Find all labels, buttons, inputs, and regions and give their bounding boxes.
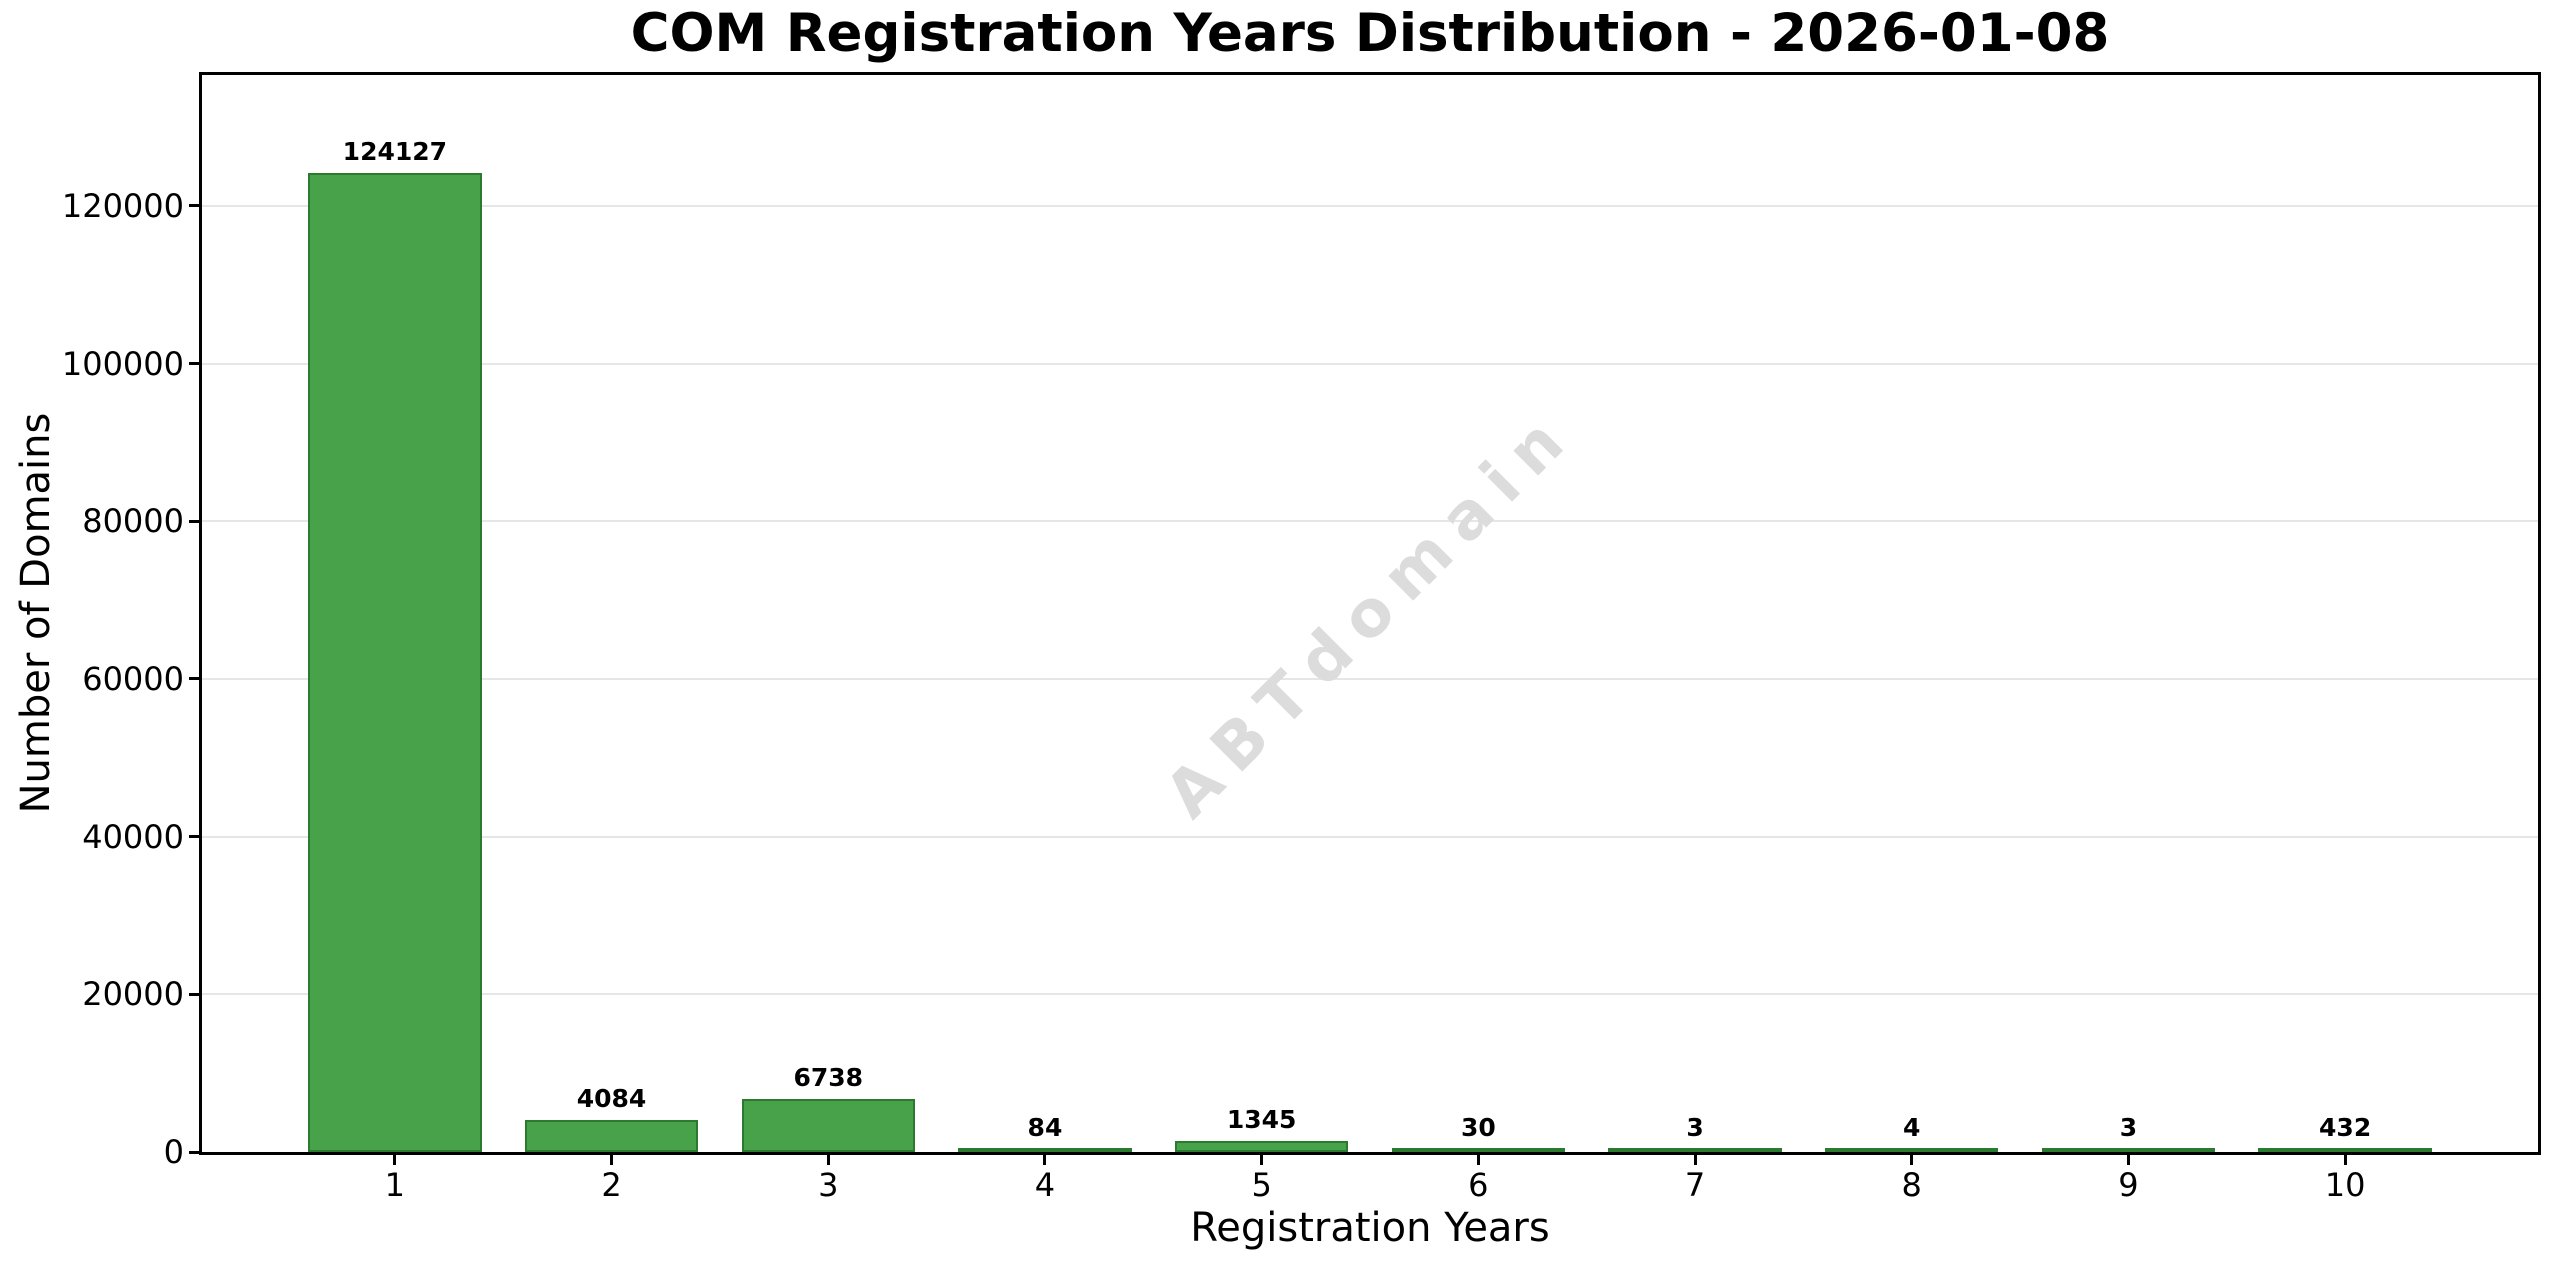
bar-value-label: 1345 (1226, 1105, 1297, 1135)
y-tick-mark (189, 519, 202, 523)
bar (2041, 1148, 2216, 1152)
bar (1825, 1148, 1999, 1152)
y-tick-label: 100000 (61, 344, 184, 383)
bar (1608, 1148, 1782, 1152)
watermark-text: ABTdomain (1151, 394, 1589, 833)
bar-value-label: 4 (1903, 1113, 1921, 1142)
chart-title: COM Registration Years Distribution - 20… (630, 3, 2110, 64)
y-gridline (202, 204, 2538, 207)
x-tick-label: 2 (601, 1166, 622, 1204)
x-tick-mark (1043, 1155, 1047, 1165)
plot-area: ABTdomain 124127 4084 6738 84 1345 30 3 4 3 432 (199, 72, 2541, 1155)
y-gridline (202, 835, 2538, 838)
y-gridline (202, 520, 2538, 523)
y-gridline (202, 677, 2538, 680)
bar-value-label: 6738 (793, 1062, 864, 1092)
y-tick-label: 20000 (82, 975, 184, 1014)
x-tick-label: 1 (384, 1166, 406, 1204)
bar (958, 1148, 1132, 1152)
x-tick-mark (1476, 1155, 1480, 1165)
y-axis-title: Number of Domains (13, 412, 59, 814)
bar-value-label: 30 (1460, 1113, 1496, 1142)
x-tick-mark (826, 1155, 830, 1165)
y-tick-label: 40000 (82, 817, 184, 856)
bar (2258, 1148, 2432, 1152)
x-tick-label: 3 (818, 1166, 839, 1204)
bar-value-label: 4084 (576, 1083, 647, 1113)
x-tick-mark (1910, 1155, 1914, 1165)
x-tick-label: 8 (1901, 1166, 1922, 1204)
x-tick-label: 9 (2118, 1166, 2139, 1204)
y-tick-mark (189, 835, 202, 839)
x-tick-label: 6 (1468, 1166, 1489, 1204)
y-tick-label: 0 (163, 1133, 184, 1171)
y-tick-mark (189, 1150, 202, 1154)
bar (1391, 1148, 1565, 1152)
x-tick-label: 5 (1251, 1166, 1272, 1204)
y-tick-mark (189, 992, 202, 996)
bar-value-label: 432 (2319, 1112, 2372, 1142)
bar-value-label: 124127 (342, 137, 448, 167)
x-tick-label: 10 (2324, 1166, 2366, 1204)
x-tick-mark (610, 1155, 614, 1165)
y-gridline (202, 993, 2538, 996)
x-tick-mark (2126, 1155, 2130, 1165)
x-tick-mark (393, 1155, 397, 1165)
x-tick-mark (1693, 1155, 1697, 1165)
x-tick-mark (1260, 1155, 1264, 1165)
y-tick-label: 60000 (82, 659, 184, 698)
y-gridline (202, 362, 2538, 365)
x-axis-title: Registration Years (1190, 1205, 1550, 1251)
y-tick-mark (189, 204, 202, 208)
x-tick-label: 7 (1684, 1166, 1706, 1204)
bar (524, 1119, 699, 1152)
y-tick-label: 120000 (61, 186, 184, 225)
x-tick-label: 4 (1034, 1166, 1056, 1204)
bar (1174, 1141, 1349, 1152)
x-tick-mark (2343, 1155, 2347, 1165)
y-tick-label: 80000 (82, 502, 184, 541)
bar (308, 173, 482, 1152)
bar-value-label: 3 (1686, 1113, 1704, 1142)
bar (741, 1098, 915, 1152)
bar-value-label: 3 (2119, 1113, 2138, 1142)
bar-value-label: 84 (1027, 1113, 1063, 1142)
y-tick-mark (189, 362, 202, 366)
y-tick-mark (189, 677, 202, 681)
